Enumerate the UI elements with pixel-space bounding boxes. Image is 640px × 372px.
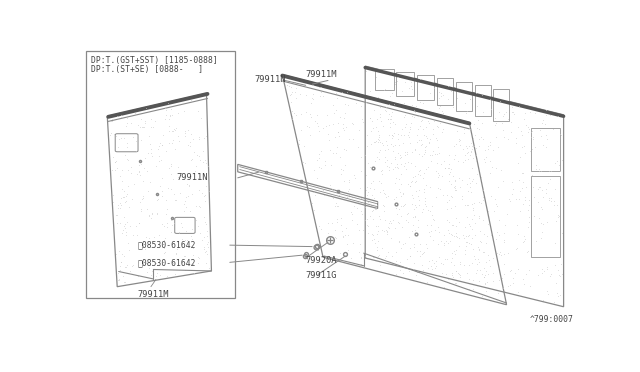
Text: 79911G: 79911G: [306, 271, 337, 280]
Text: ^799:0007: ^799:0007: [530, 315, 573, 324]
Bar: [436, 78, 454, 105]
Bar: [417, 75, 434, 100]
Text: 79911M: 79911M: [138, 289, 169, 299]
Text: Ⓢ08530-61642: Ⓢ08530-61642: [138, 240, 196, 249]
Text: 79911N: 79911N: [177, 173, 208, 182]
Text: 79911N: 79911N: [255, 75, 286, 84]
Bar: [396, 72, 414, 96]
Bar: [456, 82, 472, 110]
Text: DP:T.(GST+SST) [1185-0888]: DP:T.(GST+SST) [1185-0888]: [92, 56, 218, 65]
Bar: [531, 176, 560, 257]
Text: Ⓢ08530-61642: Ⓢ08530-61642: [138, 259, 196, 267]
Text: 79920A: 79920A: [306, 256, 337, 264]
Bar: [493, 89, 509, 121]
Bar: [475, 85, 491, 116]
Text: DP:T.(ST+SE) [0888-   ]: DP:T.(ST+SE) [0888- ]: [92, 65, 204, 74]
Bar: [86, 51, 235, 298]
Bar: [375, 69, 394, 90]
Bar: [531, 128, 560, 171]
Text: 79911M: 79911M: [306, 70, 337, 79]
